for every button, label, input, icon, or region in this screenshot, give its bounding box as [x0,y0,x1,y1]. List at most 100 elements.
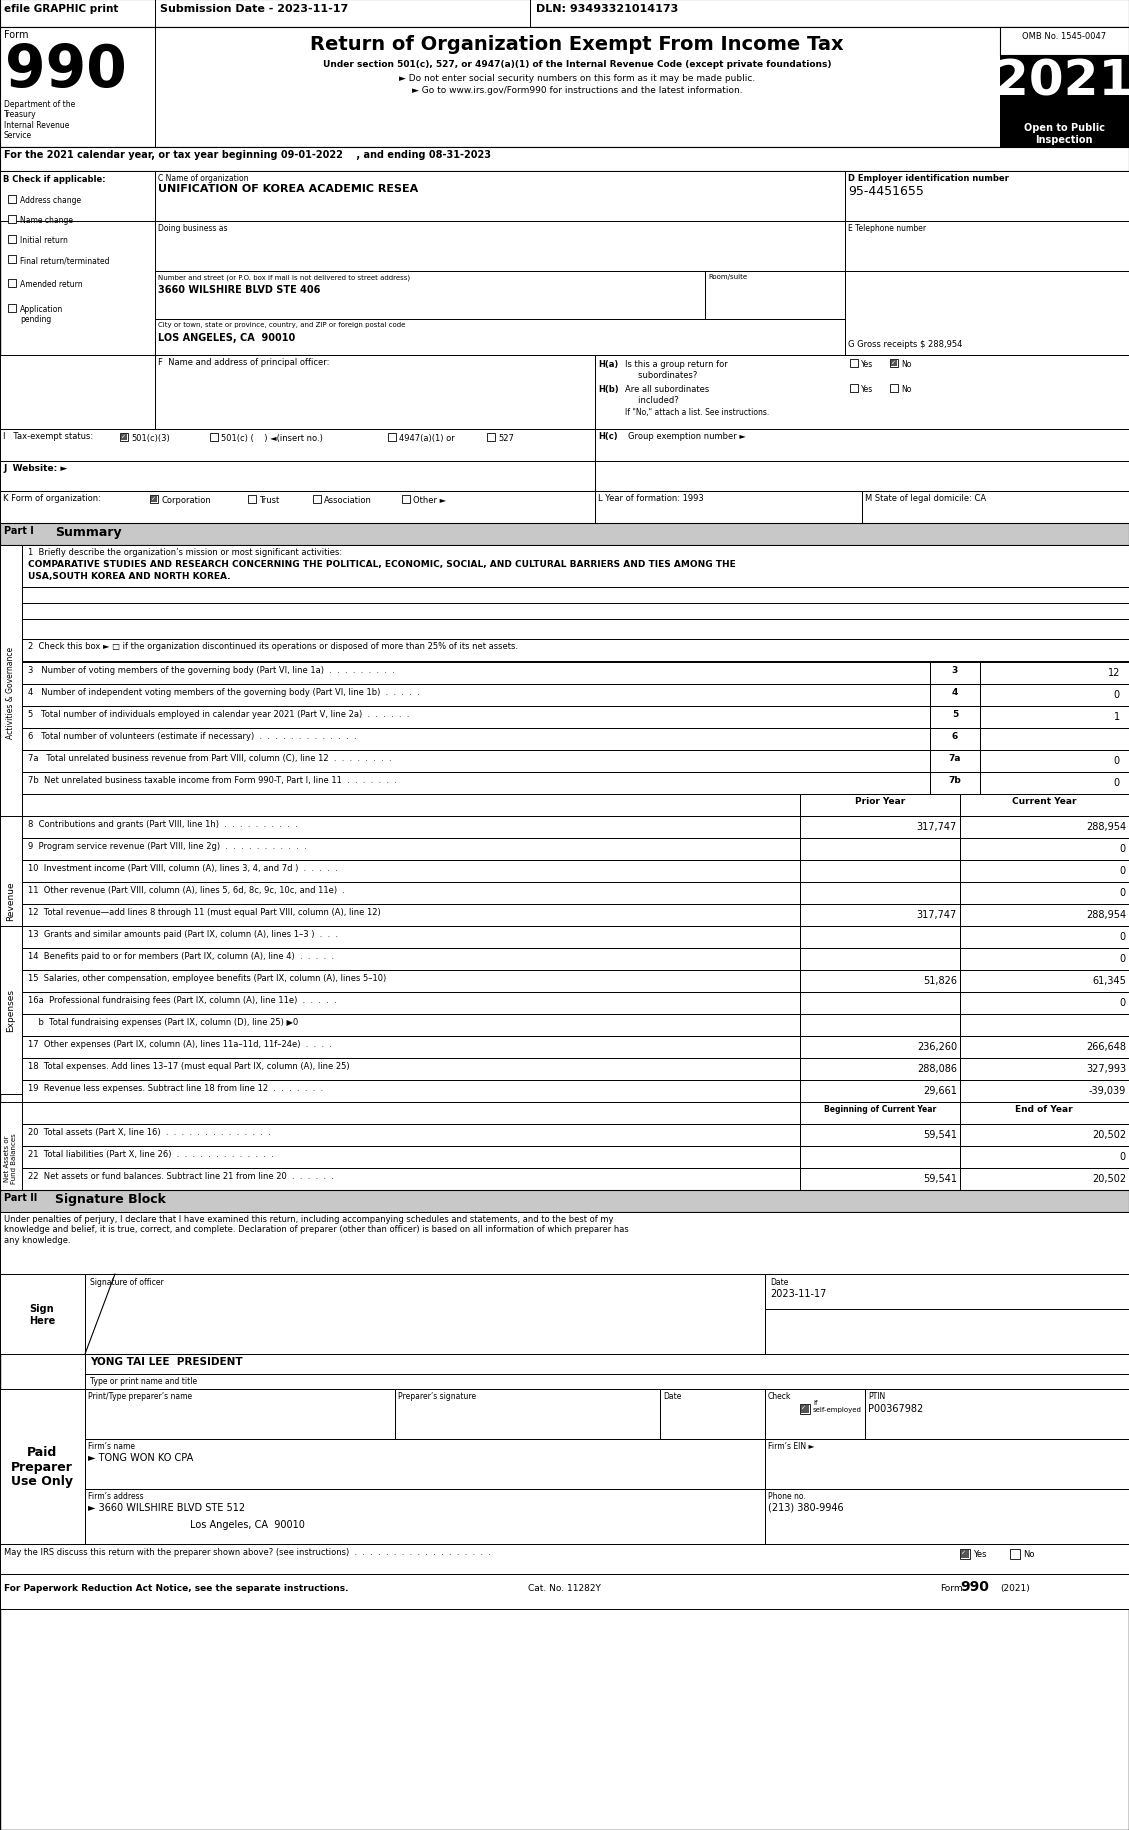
Bar [0,1545,1129,1574]
Bar [21,838,800,860]
Text: 0: 0 [1120,931,1126,941]
Text: No: No [901,361,911,370]
Text: 0: 0 [1120,888,1126,897]
Text: 95-4451655: 95-4451655 [848,185,924,198]
Bar [21,1036,800,1058]
Text: Corporation: Corporation [161,496,211,505]
Bar [800,1014,960,1036]
Text: For Paperwork Reduction Act Notice, see the separate instructions.: For Paperwork Reduction Act Notice, see … [5,1583,349,1592]
Text: ✓: ✓ [961,1550,965,1556]
Text: 266,648: 266,648 [1086,1041,1126,1052]
Text: ✓: ✓ [150,496,156,501]
Text: Open to Public
Inspection: Open to Public Inspection [1024,123,1104,145]
Text: ✓: ✓ [800,1405,806,1409]
Bar [595,492,863,523]
Text: Group exemption number ►: Group exemption number ► [628,432,746,441]
Text: 2023-11-17: 2023-11-17 [770,1288,826,1297]
Bar [844,172,1129,221]
Text: E Telephone number: E Telephone number [848,223,926,232]
Text: 12  Total revenue—add lines 8 through 11 (must equal Part VIII, column (A), line: 12 Total revenue—add lines 8 through 11 … [28,908,380,917]
Text: Doing business as: Doing business as [158,223,228,232]
Text: Revenue: Revenue [7,880,16,920]
Bar [800,860,960,882]
Bar [21,904,800,926]
Bar [960,1550,970,1559]
Bar [960,860,1129,882]
Bar [800,970,960,992]
Bar [150,496,158,503]
Text: Is this a group return for: Is this a group return for [625,361,728,370]
Text: Under section 501(c), 527, or 4947(a)(1) of the Internal Revenue Code (except pr: Under section 501(c), 527, or 4947(a)(1)… [323,60,831,70]
Bar [0,0,1129,27]
Bar [21,970,800,992]
Bar [800,926,960,948]
Text: 8  Contributions and grants (Part VIII, line 1h)  .  .  .  .  .  .  .  .  .  .: 8 Contributions and grants (Part VIII, l… [28,820,298,829]
Text: ✓: ✓ [121,434,125,439]
Bar [800,1405,809,1413]
Bar [1010,1550,1019,1559]
Text: 990: 990 [5,42,126,99]
Bar [155,355,595,430]
Bar [850,384,858,393]
Bar [930,684,980,706]
Bar [960,992,1129,1014]
Bar [980,706,1129,728]
Bar [155,221,844,273]
Bar [21,662,930,684]
Bar [21,1146,800,1168]
Bar [1000,57,1129,121]
Text: 3: 3 [952,666,959,675]
Text: 59,541: 59,541 [924,1129,957,1140]
Text: -39,039: -39,039 [1088,1085,1126,1096]
Bar [863,492,1129,523]
Text: City or town, state or province, country, and ZIP or foreign postal code: City or town, state or province, country… [158,322,405,328]
Text: 29,661: 29,661 [924,1085,957,1096]
Text: I   Tax-exempt status:: I Tax-exempt status: [3,432,93,441]
Text: Firm’s EIN ►: Firm’s EIN ► [768,1442,814,1449]
Bar [0,172,155,221]
Text: If "No," attach a list. See instructions.: If "No," attach a list. See instructions… [625,408,769,417]
Text: End of Year: End of Year [1015,1103,1073,1113]
Text: M State of legal domicile: CA: M State of legal domicile: CA [865,494,986,503]
Bar [85,1354,1129,1389]
Text: 7a   Total unrelated business revenue from Part VIII, column (C), line 12  .  . : 7a Total unrelated business revenue from… [28,754,392,763]
Text: 3660 WILSHIRE BLVD STE 406: 3660 WILSHIRE BLVD STE 406 [158,285,321,295]
Text: Return of Organization Exempt From Income Tax: Return of Organization Exempt From Incom… [310,35,843,53]
Bar [960,1080,1129,1102]
Bar [21,926,800,948]
Bar [800,882,960,904]
Text: 22  Net assets or fund balances. Subtract line 21 from line 20  .  .  .  .  .  .: 22 Net assets or fund balances. Subtract… [28,1171,334,1180]
Text: Amended return: Amended return [20,280,82,289]
Bar [765,1490,1129,1545]
Text: No: No [1023,1550,1034,1557]
Text: Type or print name and title: Type or print name and title [90,1376,198,1385]
Bar [961,1550,969,1557]
Text: COMPARATIVE STUDIES AND RESEARCH CONCERNING THE POLITICAL, ECONOMIC, SOCIAL, AND: COMPARATIVE STUDIES AND RESEARCH CONCERN… [28,560,736,569]
Text: 51,826: 51,826 [924,975,957,986]
Text: Prior Year: Prior Year [855,796,905,805]
Text: 4: 4 [952,688,959,697]
Bar [930,662,980,684]
Bar [960,1168,1129,1190]
Bar [765,1438,1129,1490]
Bar [1000,121,1129,148]
Text: Current Year: Current Year [1012,796,1076,805]
Bar [960,882,1129,904]
Text: 0: 0 [1114,690,1120,699]
Text: K Form of organization:: K Form of organization: [3,494,100,503]
Text: LOS ANGELES, CA  90010: LOS ANGELES, CA 90010 [158,333,296,342]
Text: 0: 0 [1114,778,1120,787]
Bar [21,1102,800,1124]
Text: Yes: Yes [861,361,873,370]
Bar [85,1438,765,1490]
Bar [960,904,1129,926]
Bar [0,523,1129,545]
Text: 288,086: 288,086 [917,1063,957,1074]
Bar [844,221,1129,273]
Text: Yes: Yes [861,384,873,393]
Bar [595,355,1129,430]
Text: Net Assets or
Fund Balances: Net Assets or Fund Balances [5,1133,18,1184]
Text: Room/suite: Room/suite [708,274,747,280]
Bar [800,794,960,816]
Text: 288,954: 288,954 [1086,910,1126,919]
